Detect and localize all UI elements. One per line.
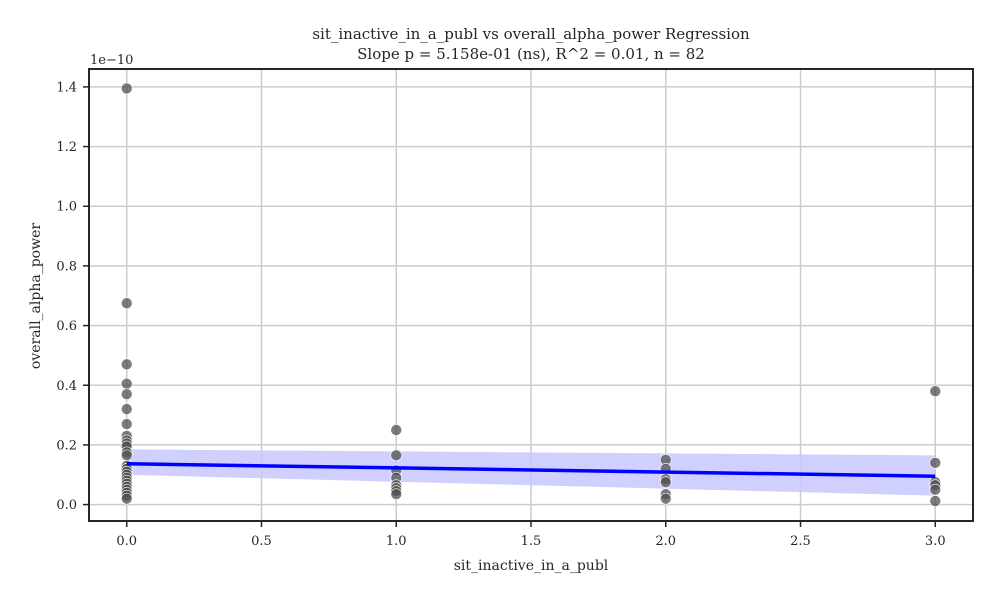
data-point (120, 377, 133, 390)
axis-ticks: 0.0 0.5 1.0 1.5 2.0 2.5 3.0 0.0 0.2 0.4 0.6 0.8 1.0 1… (56, 80, 945, 549)
x-tick-label: 1.5 (521, 534, 542, 549)
y-offset-label: 1e−10 (90, 53, 133, 68)
data-point (390, 449, 403, 462)
regression-line-layer (126, 461, 936, 478)
y-tick-label: 1.0 (56, 200, 77, 215)
confidence-band (126, 449, 936, 496)
data-point (929, 457, 942, 469)
grid (89, 69, 973, 521)
y-tick-label: 0.4 (56, 379, 77, 394)
data-point (120, 449, 133, 462)
y-tick-label: 1.2 (56, 140, 77, 155)
x-tick-label: 1.0 (386, 534, 407, 549)
x-tick-label: 2.5 (790, 534, 811, 549)
y-tick-label: 0.8 (56, 259, 77, 274)
y-tick-label: 1.4 (56, 80, 77, 95)
confidence-band-layer (126, 449, 936, 496)
data-point (120, 82, 133, 95)
plot-frame (88, 68, 974, 522)
x-axis-label: sit_inactive_in_a_publ (454, 558, 609, 574)
chart-title: sit_inactive_in_a_publ vs overall_alpha_… (312, 25, 750, 43)
data-point (120, 403, 133, 415)
data-point (659, 492, 672, 505)
data-point (120, 418, 133, 430)
x-tick-label: 0.0 (116, 534, 137, 549)
data-point (659, 476, 672, 489)
x-tick-label: 3.0 (925, 534, 946, 549)
data-point (390, 488, 403, 500)
x-tick-label: 0.5 (251, 534, 272, 549)
data-point (120, 492, 133, 505)
data-point (929, 495, 942, 507)
y-tick-label: 0.0 (56, 498, 77, 513)
y-axis-label: overall_alpha_power (28, 223, 44, 369)
data-point (120, 297, 133, 310)
y-tick-label: 0.6 (56, 319, 77, 334)
data-point (120, 358, 133, 371)
data-point (929, 483, 942, 496)
x-tick-label: 2.0 (655, 534, 676, 549)
y-tick-label: 0.2 (56, 438, 77, 453)
data-point (929, 385, 942, 398)
regression-line (126, 461, 936, 478)
data-point (390, 424, 403, 436)
chart-subtitle: Slope p = 5.158e-01 (ns), R^2 = 0.01, n … (357, 45, 705, 63)
data-point (120, 388, 133, 401)
